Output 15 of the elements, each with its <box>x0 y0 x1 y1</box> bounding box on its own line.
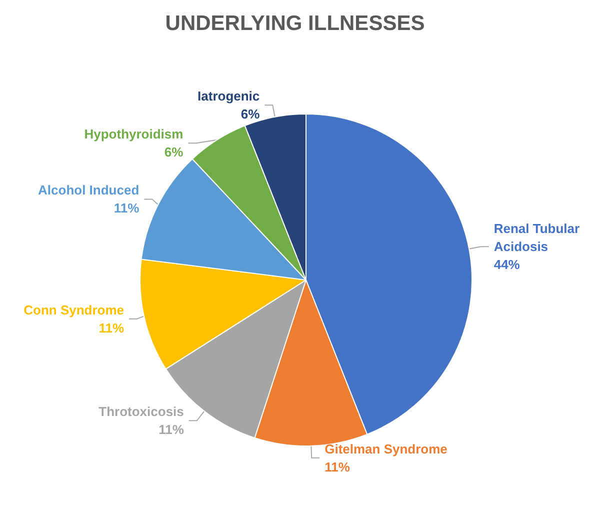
slice-label: Conn Syndrome <box>24 302 124 318</box>
slice-label: Gitelman Syndrome <box>324 441 448 456</box>
slice-label: Renal Tubular Acidosis <box>494 221 584 254</box>
slice-label: Iatrogenic <box>198 88 260 104</box>
data-label: 6% <box>240 106 260 122</box>
slice-label: Throtoxicosis <box>98 404 184 420</box>
chart-title: UNDERLYING ILLNESSES <box>165 12 425 35</box>
data-label: 44% <box>494 257 520 272</box>
data-label: 11% <box>158 422 184 438</box>
data-label: 6% <box>164 144 184 160</box>
slice-label: Alcohol Induced <box>38 182 140 198</box>
data-label: 11% <box>324 459 350 474</box>
slice-label: Hypothyroidism <box>84 126 184 142</box>
data-label: 11% <box>98 320 124 336</box>
data-label: 11% <box>114 200 140 216</box>
